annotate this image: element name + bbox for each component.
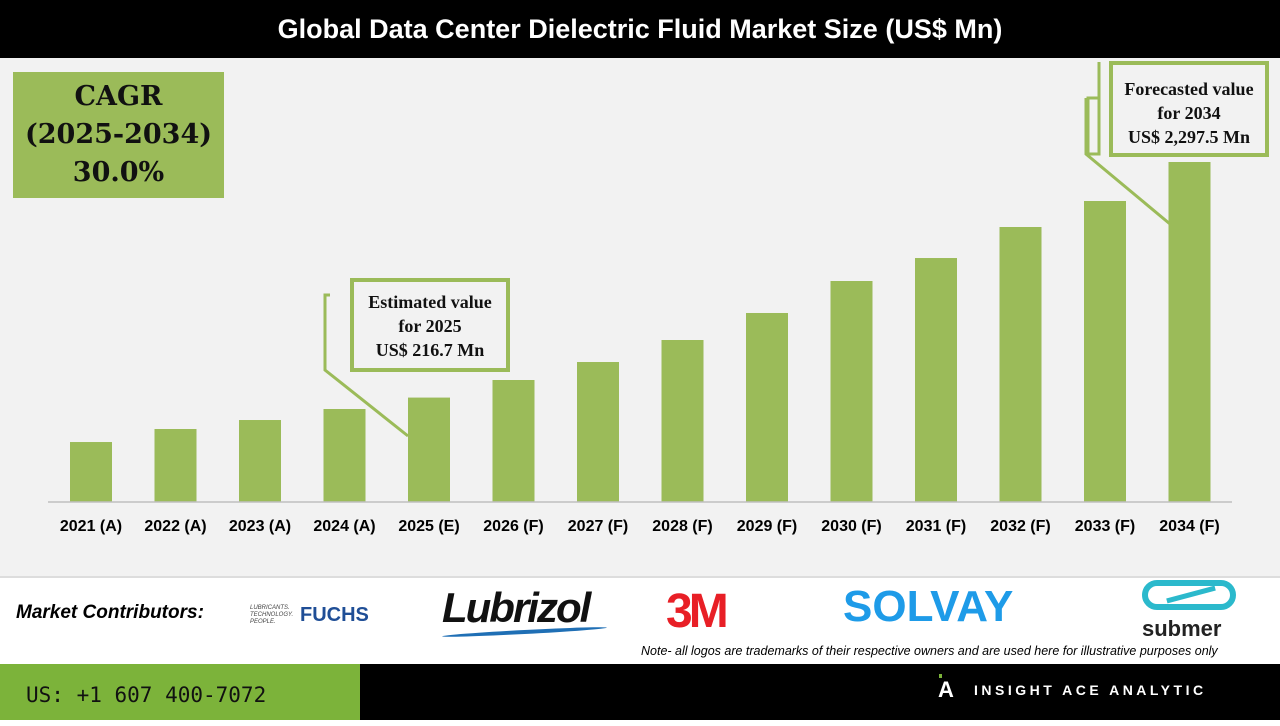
- estimated-value-callout: Estimated value for 2025 US$ 216.7 Mn: [350, 278, 510, 372]
- x-tick-label: 2021 (A): [60, 518, 122, 535]
- footer-brand-bar: A INSIGHT ACE ANALYTIC: [360, 664, 1280, 720]
- insight-ace-logo-icon: A: [938, 674, 954, 704]
- bar-2026 (F): [492, 380, 535, 502]
- brand-name: INSIGHT ACE ANALYTIC: [974, 682, 1207, 698]
- chart-area: 2021 (A) 2022 (A) 2023 (A) 2024 (A) 2025 (E)…: [0, 58, 1280, 576]
- bar-2028 (F): [661, 339, 704, 502]
- x-tick-label: 2030 (F): [821, 518, 881, 535]
- x-tick-label: 2022 (A): [144, 518, 206, 535]
- bar-2029 (F): [746, 312, 788, 502]
- x-tick-label: 2033 (F): [1075, 518, 1135, 535]
- callout-line: for 2025: [398, 316, 462, 336]
- x-tick-label: 2027 (F): [568, 518, 628, 535]
- forecast-callout-bracket: [1086, 62, 1101, 156]
- bar-2024 (A): [323, 408, 366, 502]
- bar-2033 (F): [1084, 201, 1126, 503]
- callout-line: Forecasted value: [1124, 79, 1254, 99]
- lubrizol-logo: Lubrizol: [442, 584, 607, 639]
- bar-2034 (F): [1168, 162, 1211, 502]
- bar-2027 (F): [577, 362, 619, 502]
- x-tick-label: 2031 (F): [906, 518, 966, 535]
- x-tick-label: 2028 (F): [652, 518, 712, 535]
- x-tick-label: 2032 (F): [990, 518, 1050, 535]
- phone-contact: US: +1 607 400-7072: [0, 664, 360, 720]
- trademark-note: Note- all logos are trademarks of their …: [641, 644, 1218, 658]
- bar-2025 (E): [408, 397, 450, 502]
- cagr-value: 30.0%: [72, 157, 165, 188]
- bar-2021 (A): [70, 442, 112, 502]
- estimated-callout-connector: [323, 293, 409, 438]
- callout-line: for 2034: [1157, 103, 1221, 123]
- forecasted-value-callout: Forecasted value for 2034 US$ 2,297.5 Mn: [1109, 61, 1269, 157]
- solvay-logo: SOLVAY: [843, 582, 1014, 631]
- bar-2031 (F): [915, 258, 957, 502]
- bar-2030 (F): [830, 280, 873, 502]
- x-tick-label: 2025 (E): [398, 518, 459, 535]
- bar-2023 (A): [239, 420, 281, 502]
- 3m-logo: 3M: [666, 585, 729, 638]
- callout-line: Estimated value: [368, 292, 492, 312]
- cagr-box: CAGR (2025-2034) 30.0%: [13, 72, 224, 198]
- callout-value: US$ 216.7 Mn: [375, 340, 485, 360]
- cagr-period: (2025-2034): [24, 119, 213, 150]
- fuchs-logo: LUBRICANTS. TECHNOLOGY. PEOPLE. FUCHS: [250, 604, 369, 626]
- chart-title: Global Data Center Dielectric Fluid Mark…: [0, 0, 1280, 58]
- x-tick-label: 2026 (F): [483, 518, 543, 535]
- callout-value: US$ 2,297.5 Mn: [1127, 127, 1250, 147]
- forecast-callout-connector: [1084, 98, 1171, 226]
- x-tick-label: 2024 (A): [313, 518, 375, 535]
- x-tick-label: 2034 (F): [1159, 518, 1219, 535]
- market-contributors: Market Contributors: LUBRICANTS. TECHNOL…: [0, 576, 1280, 666]
- submer-logo: submer: [1142, 580, 1236, 642]
- contributors-label: Market Contributors:: [16, 602, 204, 623]
- cagr-label: CAGR: [74, 81, 163, 112]
- bar-2022 (A): [154, 429, 197, 502]
- x-tick-label: 2023 (A): [229, 518, 291, 535]
- bar-2032 (F): [999, 227, 1042, 503]
- x-tick-label: 2029 (F): [737, 518, 797, 535]
- bar-chart: 2021 (A) 2022 (A) 2023 (A) 2024 (A) 2025 (E)…: [48, 62, 1232, 535]
